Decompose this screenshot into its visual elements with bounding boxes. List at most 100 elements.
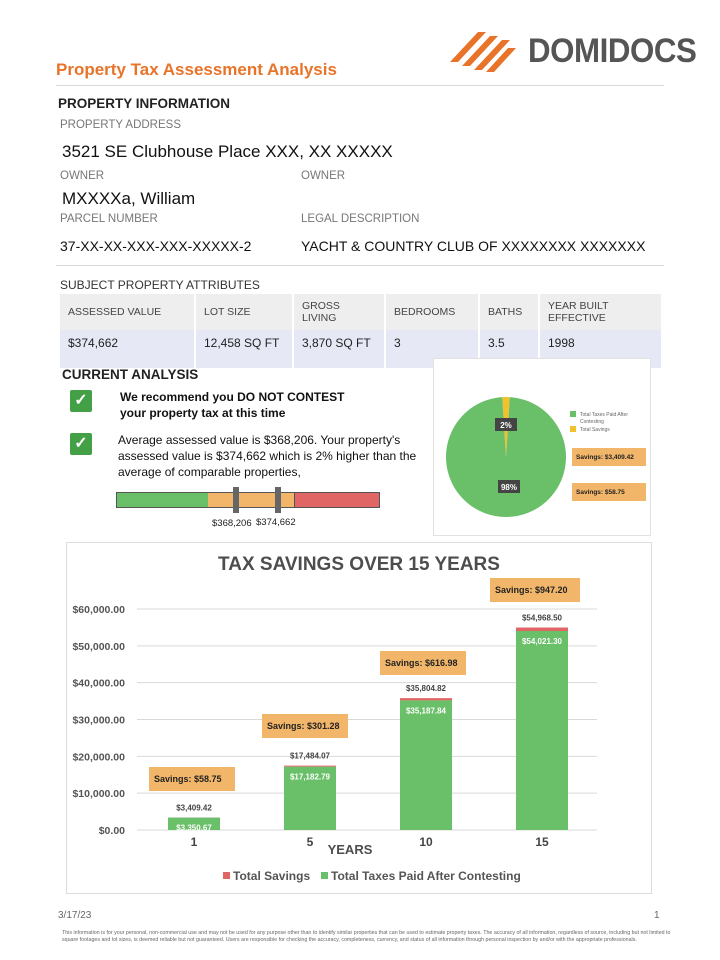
y-tick-label: $60,000.00 <box>72 604 125 616</box>
subject-marker <box>275 487 281 513</box>
pie-slice-label: 2% <box>500 421 512 430</box>
header-bedrooms: BEDROOMS <box>385 294 480 330</box>
brand-name: DOMIDOCS <box>528 32 697 70</box>
bar-callout-label: Savings: $301.28 <box>267 721 340 731</box>
report-title: Property Tax Assessment Analysis <box>56 60 337 79</box>
check-icon: ✓ <box>70 433 92 455</box>
owner-label: OWNER <box>60 170 105 182</box>
recommendation-line-2: your property tax at this time <box>120 406 286 420</box>
pie-slice-total-taxes-paid-after-contesting <box>446 397 566 517</box>
x-tick-label: 10 <box>419 835 433 849</box>
recommendation: We recommend you DO NOT CONTEST your pro… <box>120 389 344 421</box>
legend-swatch <box>223 872 230 879</box>
header-year-built: YEAR BUILT EFFECTIVE <box>539 294 663 330</box>
header-divider <box>56 85 664 86</box>
value-range-bar <box>116 487 380 513</box>
recommendation-line-1: We recommend you DO NOT CONTEST <box>120 390 345 404</box>
bar-callout-box <box>262 714 348 738</box>
x-tick-label: 15 <box>535 835 549 849</box>
property-address: 3521 SE Clubhouse Place XXX, XX XXXXX <box>62 142 393 161</box>
owner-label-2: OWNER <box>301 170 346 182</box>
bar-callout-box <box>149 767 235 791</box>
x-tick-label: 5 <box>307 835 314 849</box>
pie-callout-box <box>572 448 646 466</box>
bar-total-label: $3,409.42 <box>176 803 212 812</box>
attributes-section-title: SUBJECT PROPERTY ATTRIBUTES <box>60 278 260 292</box>
legend-swatch <box>321 872 328 879</box>
average-marker-label: $368,206 <box>212 518 252 529</box>
bar-value-label: $17,182.79 <box>290 773 331 782</box>
legend-swatch <box>570 426 576 432</box>
subject-marker-label: $374,662 <box>256 517 296 528</box>
pie-callout-box <box>572 483 646 501</box>
attributes-header-row: ASSESSED VALUE LOT SIZE GROSS LIVING BED… <box>60 294 663 330</box>
legend-label: Total Savings <box>580 427 610 433</box>
bar-callout-box <box>490 578 580 602</box>
parcel-label: PARCEL NUMBER <box>60 213 158 225</box>
bar-taxes-segment <box>284 766 336 830</box>
legend-label: Total Savings <box>233 869 310 883</box>
bar-savings-segment <box>400 698 452 701</box>
header-gross-living: GROSS LIVING <box>293 294 386 330</box>
header-assessed-value: ASSESSED VALUE <box>60 294 196 330</box>
lot-size: 12,458 SQ FT <box>195 330 294 368</box>
legal-description: YACHT & COUNTRY CLUB OF XXXXXXXX XXXXXXX <box>301 238 646 254</box>
bar-callout-label: Savings: $58.75 <box>154 774 222 784</box>
legal-label: LEGAL DESCRIPTION <box>301 213 420 225</box>
y-tick-label: $0.00 <box>99 825 125 837</box>
range-high-segment <box>294 492 380 508</box>
property-section-title: PROPERTY INFORMATION <box>58 96 231 111</box>
gross-living: 3,870 SQ FT <box>293 330 386 368</box>
bar-value-label: $35,187.84 <box>406 706 447 715</box>
house-stripes-icon <box>450 32 516 72</box>
disclaimer: This information is for your personal, n… <box>62 930 671 943</box>
bar-total-label: $17,484.07 <box>290 752 331 761</box>
chart-title: TAX SAVINGS OVER 15 YEARS <box>218 554 500 575</box>
brand-logo: DOMIDOCS <box>448 22 697 76</box>
bedrooms: 3 <box>385 330 480 368</box>
page-number: 1 <box>654 910 660 921</box>
pie-label-box <box>495 418 517 431</box>
attributes-table: ASSESSED VALUE LOT SIZE GROSS LIVING BED… <box>60 294 663 368</box>
bar-taxes-segment <box>516 631 568 830</box>
average-marker <box>233 487 239 513</box>
owner-name: MXXXXa, William <box>62 189 196 208</box>
parcel-number: 37-XX-XX-XXX-XXX-XXXXX-2 <box>60 238 252 254</box>
bar-chart: TAX SAVINGS OVER 15 YEARS $0.00 $10,000.00… <box>72 554 597 883</box>
header-baths: BATHS <box>479 294 540 330</box>
bar-chart-card: TAX SAVINGS OVER 15 YEARS $0.00 $10,000.00… <box>66 542 652 894</box>
range-mid-segment <box>208 492 294 508</box>
assessed-value: $374,662 <box>60 330 196 368</box>
pie-chart-card: 2% 98% Total Taxes Paid After Contesting Tot… <box>433 358 651 536</box>
header-lot-size: LOT SIZE <box>195 294 294 330</box>
bar-callout-label: Savings: $947.20 <box>495 585 568 595</box>
y-tick-label: $20,000.00 <box>72 751 125 763</box>
pie-label-box <box>498 480 520 493</box>
footer-date: 3/17/23 <box>58 910 92 921</box>
range-low-segment <box>116 492 210 508</box>
bar-savings-segment <box>516 627 568 632</box>
analysis-section-title: CURRENT ANALYSIS <box>62 367 199 382</box>
legend-label: Total Taxes Paid After Contesting <box>331 869 521 883</box>
bar-total-label: $35,804.82 <box>406 684 447 693</box>
bar-taxes-segment <box>400 700 452 830</box>
y-tick-label: $50,000.00 <box>72 641 125 653</box>
bar-savings-segment <box>284 765 336 767</box>
pie-callout-label: Savings: $3,409.42 <box>576 454 634 461</box>
bar-callout-box <box>380 651 466 675</box>
y-tick-label: $40,000.00 <box>72 678 125 690</box>
legend-swatch <box>570 411 576 417</box>
y-tick-label: $10,000.00 <box>72 788 125 800</box>
x-axis-label: YEARS <box>328 842 373 857</box>
bar-total-label: $54,968.50 <box>522 614 563 623</box>
bar-taxes-segment <box>168 817 220 830</box>
average-text: Average assessed value is $368,206. Your… <box>118 433 417 479</box>
x-tick-label: 1 <box>191 835 198 849</box>
y-tick-label: $30,000.00 <box>72 715 125 727</box>
bar-value-label: $3,350.67 <box>176 824 212 833</box>
bar-callout-label: Savings: $616.98 <box>385 658 458 668</box>
property-divider <box>56 265 664 266</box>
legend-label: Total Taxes Paid After <box>580 412 628 418</box>
pie-slice-label: 98% <box>501 483 517 492</box>
